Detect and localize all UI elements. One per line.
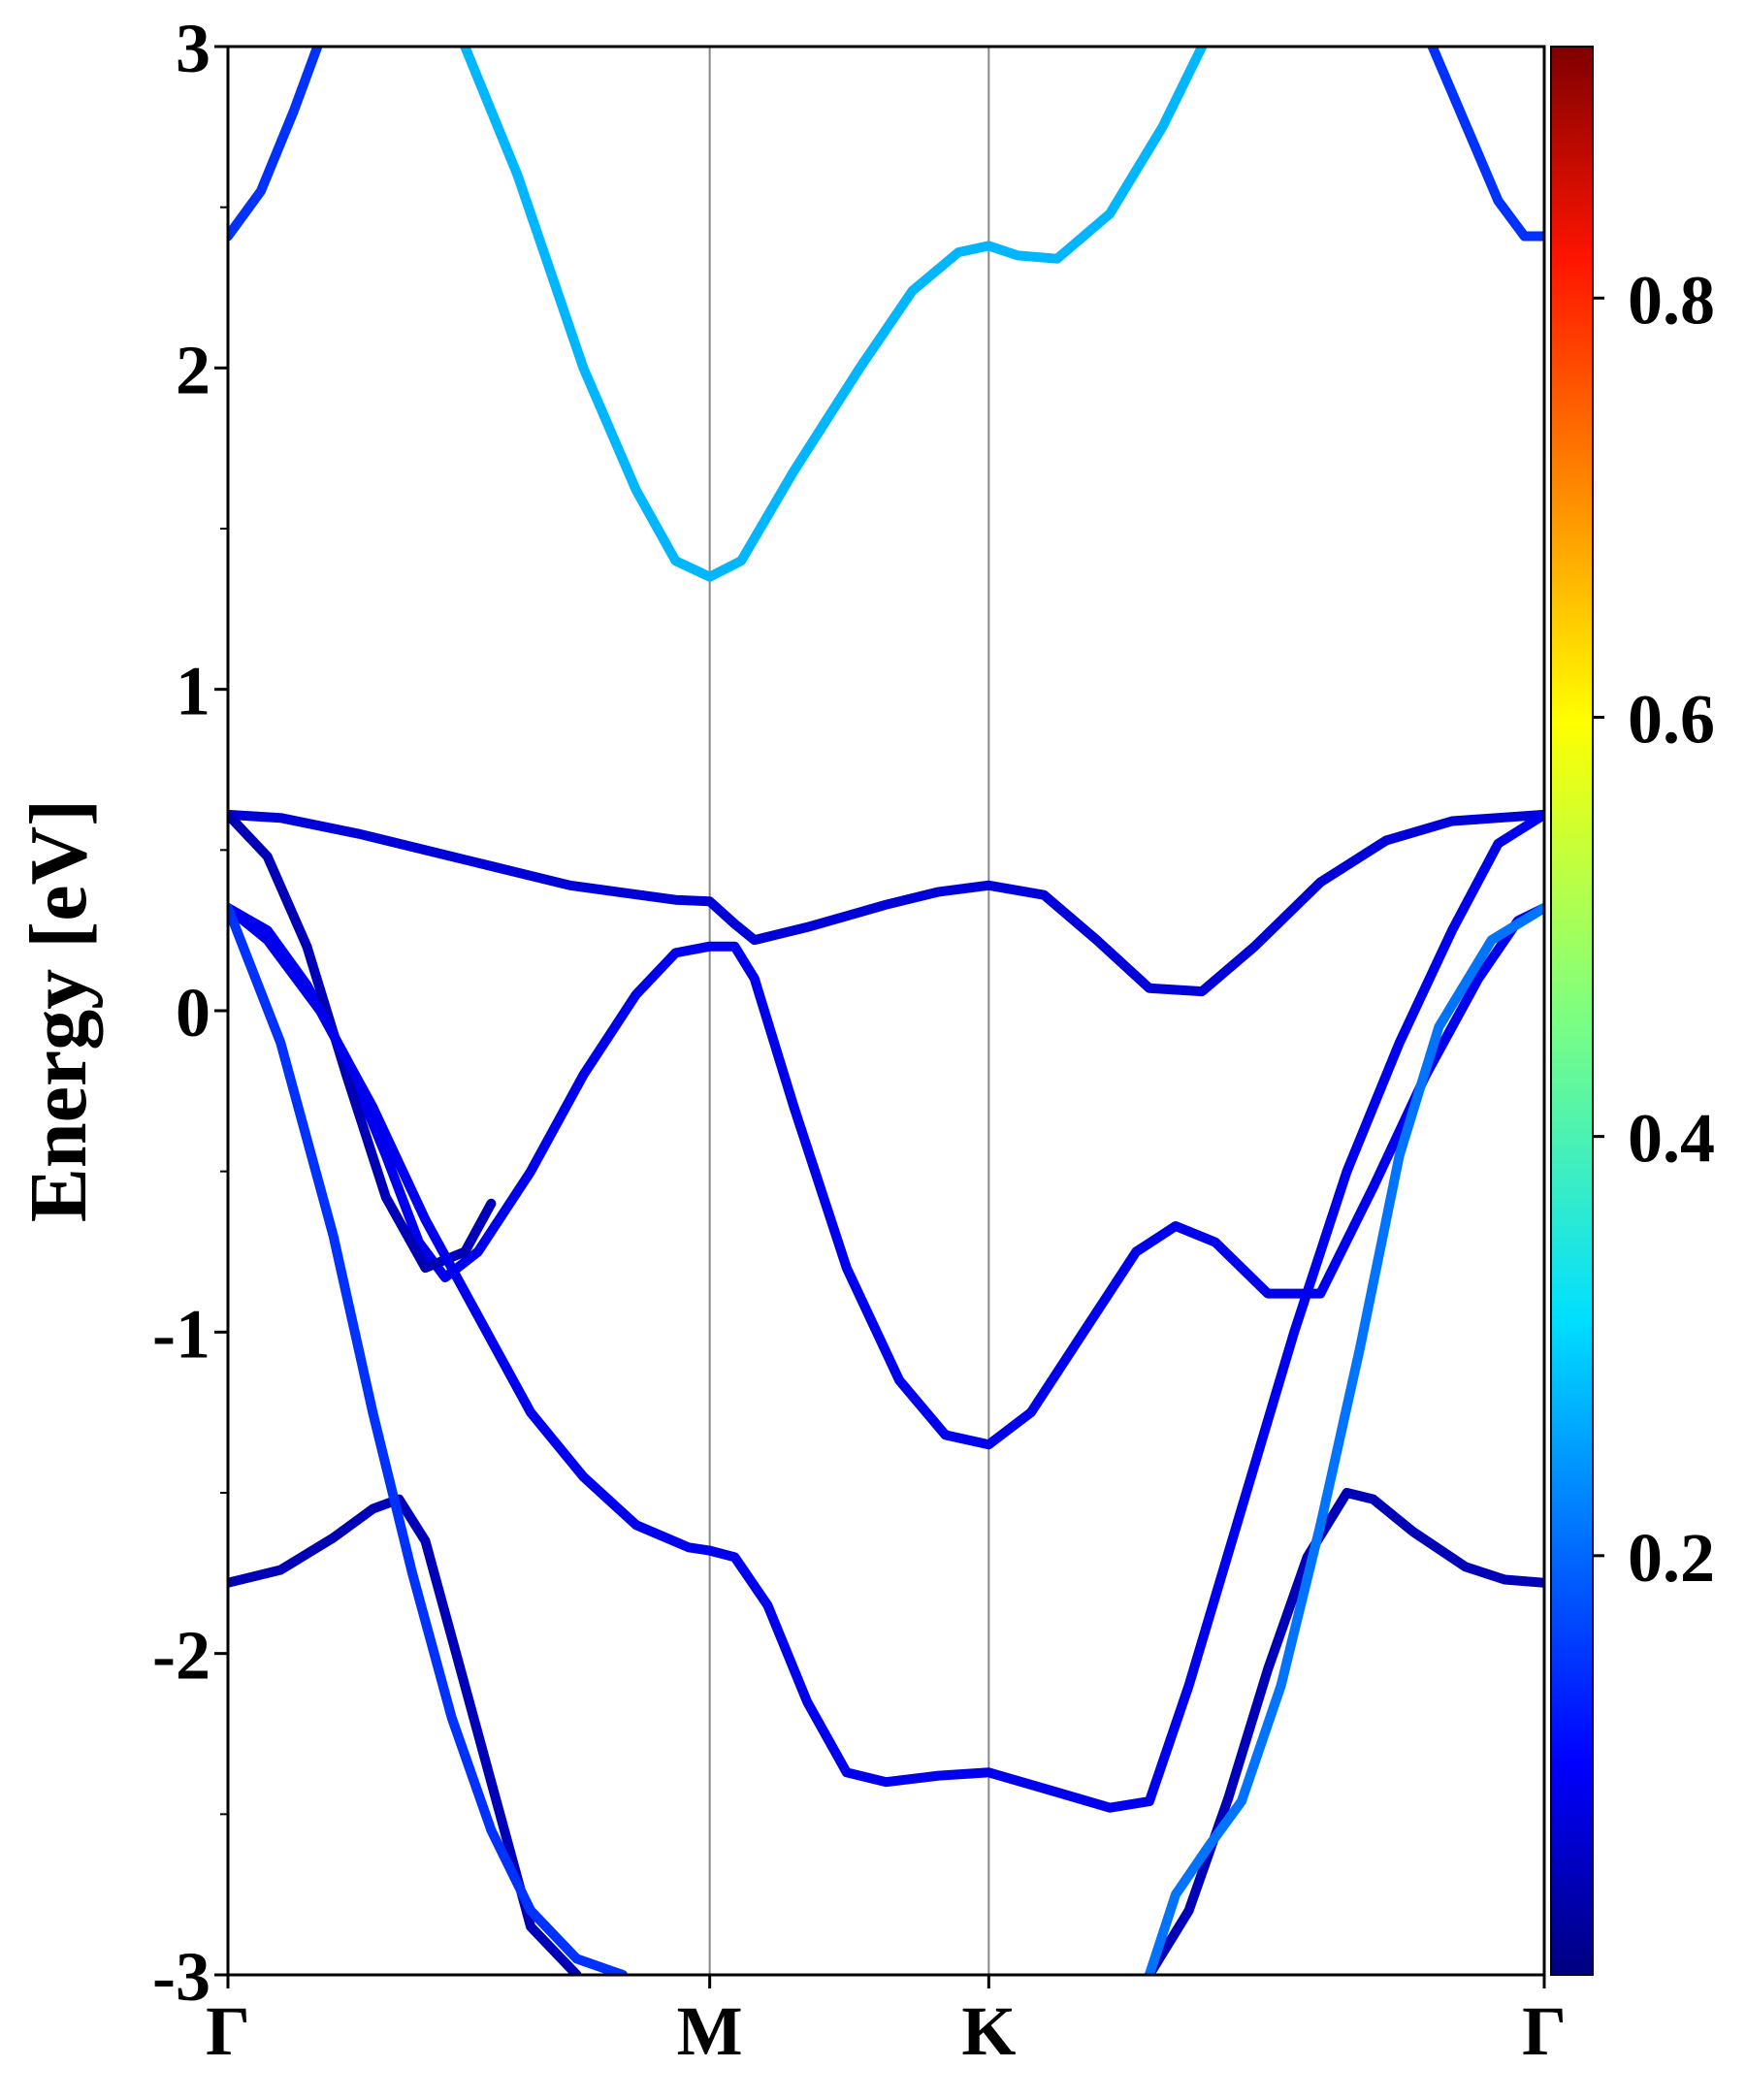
- y-axis-label: Energy [eV]: [14, 799, 104, 1222]
- ytick-label-5: 2: [176, 331, 210, 408]
- band-lines: [228, 47, 1544, 1975]
- band-6: [228, 809, 1544, 1813]
- band-2: [460, 47, 1208, 582]
- xtick-label-0: Γ: [206, 1992, 250, 2070]
- band-10: [1144, 903, 1544, 1975]
- band-1: [1427, 47, 1544, 242]
- ytick-label-2: -1: [152, 1295, 210, 1373]
- ytick-label-6: 3: [176, 10, 210, 87]
- y-axis-ticks: -3 -2 -1 0 1 2 3: [152, 10, 228, 2016]
- ytick-label-0: -3: [152, 1938, 210, 2016]
- colorbar-tick-label-3: 0.8: [1628, 261, 1715, 339]
- xtick-label-2: K: [961, 1992, 1016, 2070]
- kpoint-lines: [708, 47, 990, 1975]
- band-7: [228, 1494, 582, 1975]
- band-5: [228, 809, 497, 1274]
- xtick-label-3: Γ: [1522, 1992, 1567, 2070]
- ytick-label-1: -2: [152, 1617, 210, 1695]
- ytick-label-3: 0: [176, 974, 210, 1051]
- colorbar-tick-label-1: 0.4: [1628, 1100, 1715, 1178]
- xtick-label-1: M: [677, 1992, 743, 2070]
- colorbar-ticks: 0.2 0.4 0.6 0.8: [1593, 261, 1715, 1597]
- band-3: [228, 809, 1544, 997]
- band-8: [1144, 1488, 1544, 1975]
- band-0: [228, 47, 323, 242]
- band-9: [228, 903, 629, 1975]
- colorbar: [1550, 46, 1594, 1976]
- ytick-label-4: 1: [176, 653, 210, 730]
- colorbar-tick-label-2: 0.6: [1628, 680, 1715, 758]
- colorbar-tick-label-0: 0.2: [1628, 1519, 1715, 1597]
